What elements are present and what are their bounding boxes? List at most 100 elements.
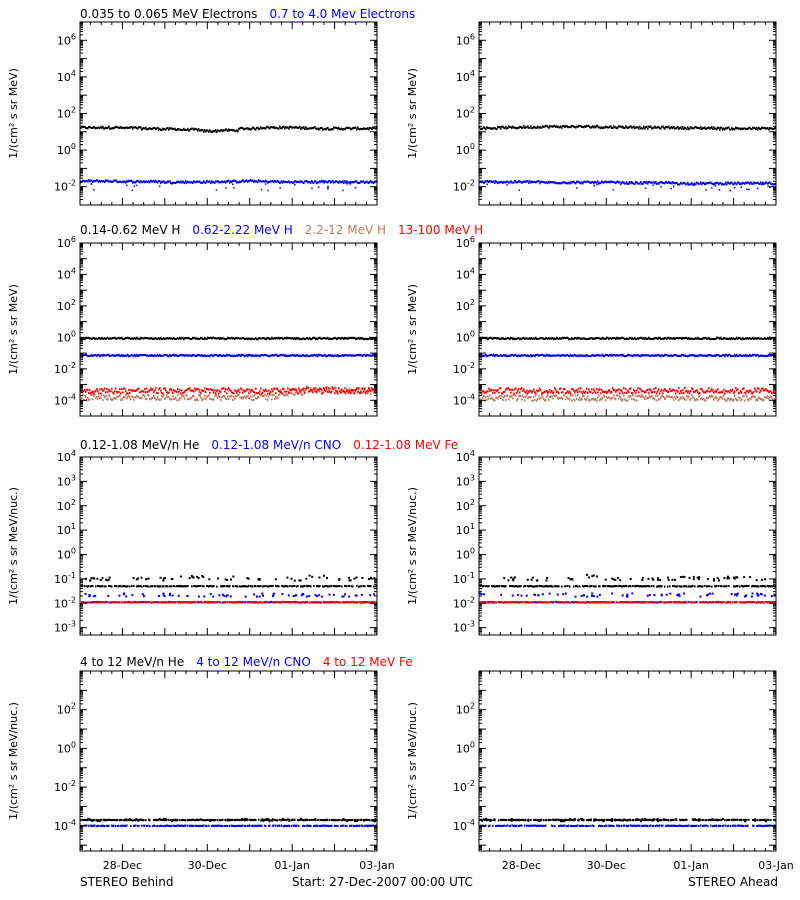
data-point (549, 181, 551, 184)
data-point (665, 337, 667, 340)
data-point (144, 336, 146, 339)
data-point (482, 390, 484, 393)
data-point (105, 395, 107, 397)
data-point (545, 124, 547, 127)
data-point (311, 354, 313, 357)
data-point (567, 353, 569, 356)
data-point (117, 354, 119, 357)
data-point (338, 181, 340, 184)
data-point (83, 601, 85, 604)
data-point (368, 354, 370, 357)
data-point (321, 389, 323, 392)
data-point (753, 181, 755, 184)
data-point (272, 390, 274, 393)
data-point (116, 126, 118, 129)
data-point (221, 180, 223, 183)
data-point (178, 181, 180, 183)
data-point (593, 126, 595, 129)
data-point (573, 585, 575, 588)
data-point (87, 396, 89, 399)
data-point (292, 182, 294, 185)
data-point (608, 396, 610, 399)
data-point (295, 338, 297, 341)
data-point (550, 391, 552, 394)
data-point (99, 397, 101, 399)
data-point (140, 601, 142, 603)
data-point (144, 181, 146, 184)
data-point (363, 338, 365, 341)
data-point (489, 354, 491, 357)
data-point (123, 387, 125, 390)
data-point (641, 336, 643, 339)
data-point (296, 390, 298, 393)
data-point (168, 391, 170, 394)
data-point (88, 179, 90, 182)
data-point (732, 399, 734, 402)
data-point (258, 392, 260, 395)
data-point (201, 182, 203, 184)
data-point (351, 127, 353, 130)
data-point (524, 337, 526, 340)
sparse-point (697, 578, 700, 581)
data-point (202, 355, 204, 358)
data-point (749, 182, 751, 185)
data-point (624, 398, 626, 401)
data-point (541, 585, 543, 588)
data-point (171, 398, 173, 401)
data-point (179, 601, 181, 604)
data-point (86, 179, 88, 182)
data-point (135, 601, 137, 603)
data-point (678, 601, 680, 604)
data-point (736, 353, 738, 356)
data-point (507, 180, 509, 183)
data-point (695, 601, 697, 604)
data-point (702, 182, 704, 184)
data-point (691, 387, 693, 390)
data-point (626, 391, 628, 394)
data-point (485, 337, 487, 340)
data-point (709, 181, 711, 184)
data-point (774, 127, 776, 130)
sparse-point (308, 574, 311, 577)
data-point (186, 354, 188, 356)
sparse-point (513, 576, 516, 579)
data-point (370, 354, 372, 357)
data-point (183, 127, 185, 130)
data-point (282, 181, 284, 184)
data-point (554, 585, 556, 588)
data-point (544, 181, 546, 184)
data-point (696, 355, 698, 358)
data-point (103, 389, 105, 392)
data-point (689, 183, 691, 186)
data-point (769, 396, 771, 399)
data-point (592, 353, 594, 356)
data-point (262, 337, 264, 340)
data-point (503, 181, 505, 184)
data-point (559, 182, 561, 185)
data-point (145, 336, 147, 339)
data-point (506, 387, 508, 390)
data-point (241, 585, 243, 588)
data-point (761, 337, 763, 340)
data-point (208, 585, 210, 588)
data-point (506, 127, 508, 130)
data-point (750, 181, 752, 184)
data-point (236, 391, 238, 394)
data-point (338, 355, 340, 358)
data-point (712, 128, 714, 131)
data-point (543, 585, 545, 588)
data-point (675, 353, 677, 356)
data-point (300, 127, 302, 130)
data-point (522, 126, 524, 129)
data-point (686, 337, 688, 340)
data-point (196, 180, 198, 183)
data-point (640, 336, 642, 339)
data-point (530, 584, 532, 587)
data-point (580, 125, 582, 128)
data-point (111, 354, 113, 357)
data-point (191, 601, 193, 604)
data-point (161, 392, 163, 394)
data-point (313, 601, 315, 604)
data-point (152, 180, 154, 183)
data-point (113, 179, 115, 182)
